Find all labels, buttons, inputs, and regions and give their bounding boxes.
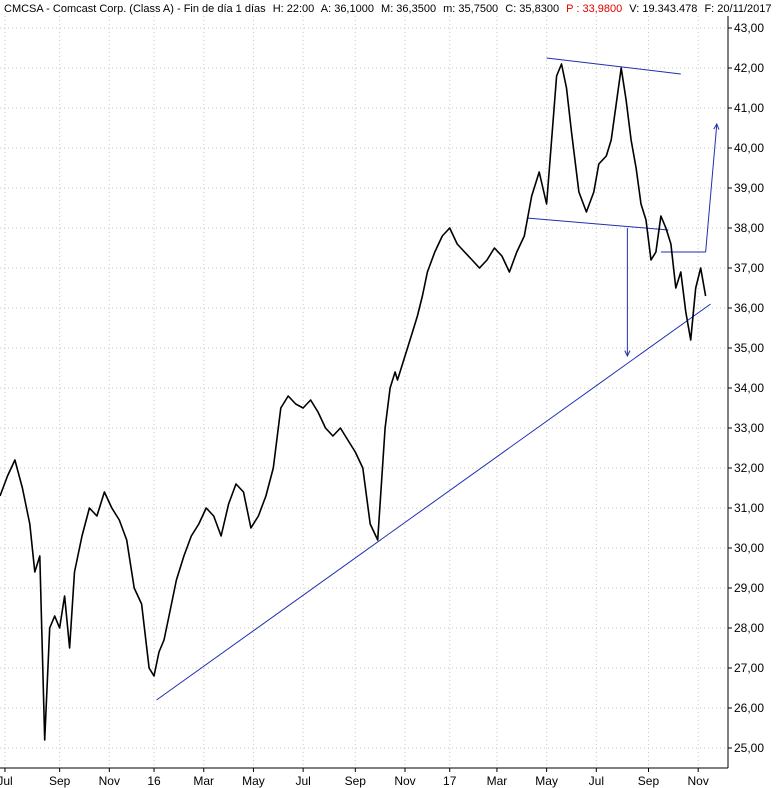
x-tick-label: Nov <box>688 774 709 788</box>
price-series <box>0 63 707 741</box>
y-tick-label: 32,00 <box>734 461 764 475</box>
measure-arrows <box>624 122 720 358</box>
measure-arrow <box>705 123 718 253</box>
measure-arrow-head <box>713 122 720 130</box>
grid <box>0 16 728 768</box>
y-tick-label: 39,00 <box>734 181 764 195</box>
header-date: F: 20/11/2017 <box>704 3 771 15</box>
y-axis: 25,00 26,00 27,00 28,00 29,00 30,00 31,00 32,00… <box>728 21 764 755</box>
header-high: H: 22:00 <box>273 3 315 15</box>
header-prefix: CMCSA - Comcast Corp. (Class A) - Fin de… <box>4 3 266 15</box>
header-volume: V: 19.343.478 <box>629 3 697 15</box>
x-tick-label: Sep <box>345 774 367 788</box>
header-p: P : 33,9800 <box>566 3 622 15</box>
y-tick-label: 29,00 <box>734 581 764 595</box>
y-tick-label: 38,00 <box>734 221 764 235</box>
measure-arrow-head <box>624 350 631 358</box>
x-tick-label: 17 <box>443 774 457 788</box>
y-tick-label: 40,00 <box>734 141 764 155</box>
trendline <box>546 57 681 75</box>
x-tick-label: Jul <box>295 774 310 788</box>
y-tick-label: 35,00 <box>734 341 764 355</box>
x-tick-label: May <box>242 774 265 788</box>
trendline <box>156 303 711 701</box>
x-tick-label: Nov <box>99 774 120 788</box>
y-tick-label: 25,00 <box>734 741 764 755</box>
y-tick-label: 31,00 <box>734 501 764 515</box>
y-tick-label: 43,00 <box>734 21 764 35</box>
y-tick-label: 30,00 <box>734 541 764 555</box>
trendline <box>526 217 669 231</box>
y-tick-label: 26,00 <box>734 701 764 715</box>
y-tick-label: 36,00 <box>734 301 764 315</box>
y-tick-label: 34,00 <box>734 381 764 395</box>
header-min: m: 35,7500 <box>443 3 498 15</box>
x-tick-label: 16 <box>147 774 161 788</box>
y-tick-label: 33,00 <box>734 421 764 435</box>
x-tick-label: Nov <box>394 774 415 788</box>
y-tick-label: 27,00 <box>734 661 764 675</box>
chart-header: CMCSA - Comcast Corp. (Class A) - Fin de… <box>4 3 772 15</box>
x-tick-label: Mar <box>487 774 508 788</box>
y-tick-label: 41,00 <box>734 101 764 115</box>
header-ask: A: 36,1000 <box>321 3 374 15</box>
x-tick-label: Mar <box>193 774 214 788</box>
x-tick-label: May <box>535 774 558 788</box>
x-axis: Jul Sep Nov 16 Mar May Jul Sep Nov 17 Mar May Jul Sep… <box>0 768 709 788</box>
header-max: M: 36,3500 <box>381 3 436 15</box>
x-tick-label: Jul <box>589 774 604 788</box>
price-line <box>0 63 707 741</box>
trendlines <box>156 57 711 701</box>
x-tick-label: Sep <box>49 774 71 788</box>
x-tick-label: Jul <box>0 774 13 788</box>
y-tick-label: 42,00 <box>734 61 764 75</box>
header-close: C: 35,8300 <box>505 3 559 15</box>
x-tick-label: Sep <box>638 774 660 788</box>
y-tick-label: 28,00 <box>734 621 764 635</box>
y-tick-label: 37,00 <box>734 261 764 275</box>
